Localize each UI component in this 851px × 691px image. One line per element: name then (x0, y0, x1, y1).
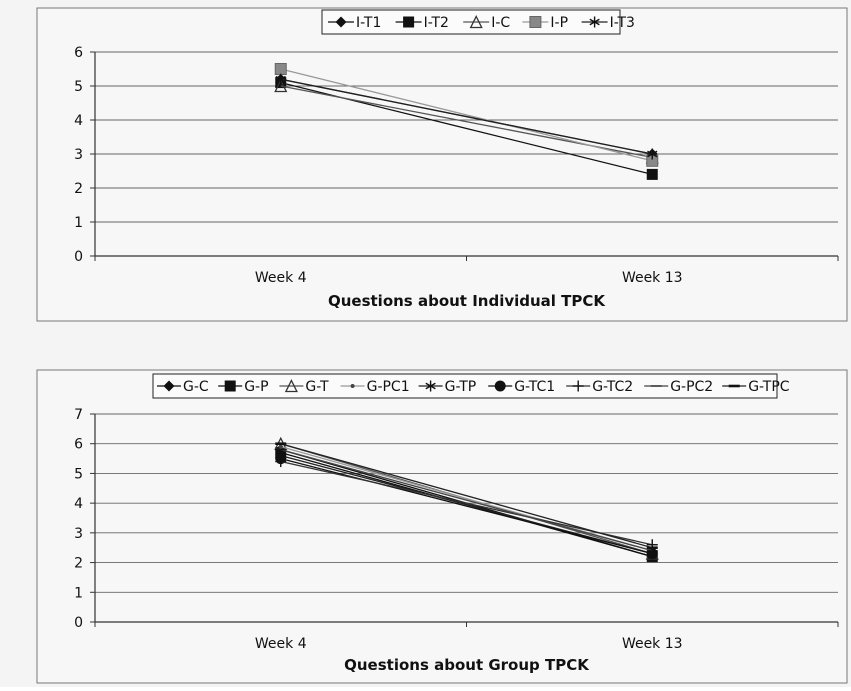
data-point (274, 63, 287, 75)
chart-frame (36, 369, 848, 684)
data-point (278, 444, 283, 449)
series-g-tpc (275, 442, 658, 550)
y-tick-label: 1 (74, 585, 83, 601)
legend-label: G-PC1 (367, 379, 410, 395)
legend-item: G-TC2 (566, 379, 633, 395)
y-tick-label: 3 (74, 147, 83, 163)
legend-label: G-TC2 (592, 379, 633, 395)
legend-label: G-P (244, 379, 268, 395)
gridlines (90, 51, 838, 257)
y-tick-label: 6 (74, 437, 83, 453)
legend-item: G-P (218, 379, 269, 395)
legend-item: I-P (522, 15, 568, 31)
data-point (646, 168, 658, 180)
series-line (280, 457, 653, 555)
legend-marker (494, 380, 506, 392)
x-tick-labels: Week 4 Week 13 (94, 622, 839, 652)
y-tick-label: 3 (74, 526, 83, 542)
series-line (280, 78, 653, 155)
chart-frame (36, 7, 848, 322)
legend-marker (572, 380, 584, 392)
legend-marker (589, 16, 600, 28)
legend-item: G-T (279, 379, 329, 395)
y-tick-label: 7 (74, 407, 83, 423)
legend-item: G-C (157, 379, 209, 395)
y-tick-label: 4 (74, 496, 83, 512)
series-group (274, 63, 659, 180)
legend-item: G-TC1 (488, 379, 555, 395)
legend-marker (403, 16, 415, 28)
legend-item: G-TP (418, 379, 477, 395)
legend-marker (284, 379, 298, 393)
legend-marker (163, 380, 175, 392)
legend-marker (350, 384, 355, 388)
legend-marker (469, 15, 483, 29)
legend-label: G-PC2 (670, 379, 713, 395)
data-point (274, 79, 288, 93)
legend-item: I-T2 (395, 15, 449, 31)
y-tick-labels: 0 1 2 3 4 5 6 7 (74, 407, 83, 631)
y-tick-label: 5 (74, 466, 83, 482)
legend-label: G-TC1 (514, 379, 555, 395)
data-point (647, 148, 658, 160)
y-tick-label: 6 (74, 45, 83, 61)
y-tick-labels: 0 1 2 3 4 5 6 (74, 45, 83, 265)
series-line (280, 449, 653, 552)
legend-marker (224, 380, 236, 392)
x-tick-label: Week 4 (255, 636, 307, 652)
series-line (280, 68, 653, 162)
legend-item: G-TPC (722, 379, 790, 395)
legend-item: I-C (463, 15, 510, 31)
series-g-pc2 (275, 449, 658, 552)
legend-item: I-T1 (328, 15, 381, 31)
chart-2: 0 1 2 3 4 5 6 7 Week 4 Week 13 Questions about Gro… (36, 369, 848, 684)
y-tick-label: 2 (74, 556, 83, 572)
legend: I-T1 I-T2 I-C I-P I-T3 (321, 9, 635, 35)
chart-1: 0 1 2 3 4 5 6 Week 4 Week 13 Questions about Indi… (36, 7, 848, 322)
y-tick-label: 1 (74, 215, 83, 231)
x-tick-label: Week 13 (622, 636, 683, 652)
legend-box (152, 373, 778, 399)
series-group (274, 436, 659, 563)
legend-label: G-T (305, 379, 329, 395)
legend-label: I-T2 (424, 15, 449, 31)
legend-label: I-T3 (610, 15, 635, 31)
y-tick-label: 0 (74, 249, 83, 265)
legend-label: G-TP (445, 379, 477, 395)
y-tick-label: 2 (74, 181, 83, 197)
series-line (280, 443, 653, 549)
legend-item: G-PC1 (340, 379, 410, 395)
legend-label: I-C (491, 15, 510, 31)
x-tick-labels: Week 4 Week 13 (94, 256, 839, 286)
data-point (275, 73, 286, 85)
y-tick-label: 4 (74, 113, 83, 129)
legend-label: I-T1 (356, 15, 381, 31)
legend-marker (529, 16, 542, 28)
legend-marker (335, 16, 347, 28)
x-tick-label: Week 4 (255, 270, 307, 286)
legend-marker (425, 380, 436, 392)
legend: G-C G-P G-T G-PC1 G-TP G-TC1 G-TC2 G-PC2 G-TPC (152, 373, 790, 399)
x-axis-title: Questions about Group TPCK (344, 656, 590, 674)
x-tick-label: Week 13 (622, 270, 683, 286)
series-i-t3 (275, 73, 658, 160)
legend-item: G-PC2 (644, 379, 713, 395)
x-axis-title: Questions about Individual TPCK (328, 292, 606, 310)
data-point (275, 456, 287, 468)
legend-label: I-P (550, 15, 568, 31)
legend-item: I-T3 (581, 15, 635, 31)
y-tick-label: 0 (74, 615, 83, 631)
y-tick-label: 5 (74, 79, 83, 95)
legend-label: G-C (183, 379, 209, 395)
legend-label: G-TPC (748, 379, 790, 395)
